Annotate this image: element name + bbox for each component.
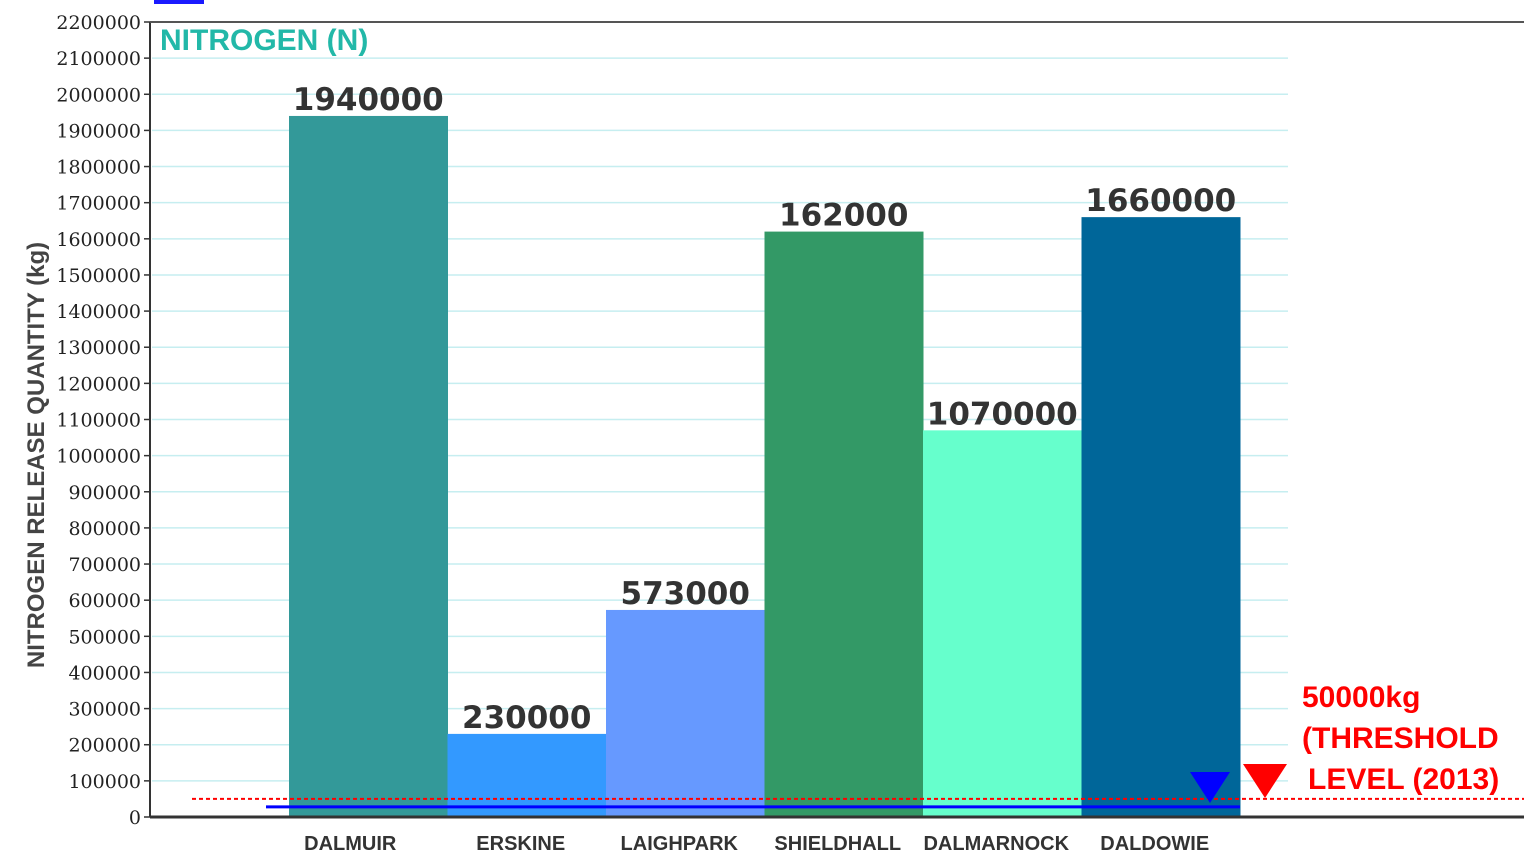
red-triangle-marker bbox=[1243, 764, 1287, 798]
y-tick-label: 2000000 bbox=[56, 84, 141, 106]
y-tick-label: 1400000 bbox=[56, 301, 141, 323]
bars bbox=[289, 115, 1241, 818]
bar-dalmuir bbox=[289, 115, 448, 818]
data-label-dalmarnock: 1070000 bbox=[927, 396, 1078, 432]
y-tick-label: 1300000 bbox=[56, 337, 141, 359]
data-label-shieldhall: 162000 bbox=[779, 198, 908, 234]
y-tick-label: 100000 bbox=[68, 771, 141, 793]
category-label-dalmarnock: DALMARNOCK bbox=[923, 833, 1069, 853]
threshold-label-line-1: 50000kg bbox=[1302, 681, 1420, 714]
y-tick-label: 600000 bbox=[68, 590, 141, 612]
y-tick-label: 1100000 bbox=[56, 410, 141, 432]
category-label-erskine: ERSKINE bbox=[476, 833, 565, 853]
y-tick-label: 1700000 bbox=[56, 193, 141, 215]
y-tick-labels: 0 100000 200000 300000 400000 500000 600000 700… bbox=[56, 12, 150, 829]
threshold-label-line-2: (THRESHOLD bbox=[1302, 722, 1499, 755]
chart-title: NITROGEN (N) bbox=[160, 24, 368, 57]
bar-laighpark bbox=[606, 609, 765, 817]
bar-erskine bbox=[447, 733, 607, 817]
y-tick-label: 500000 bbox=[68, 626, 141, 648]
data-label-dalmuir: 1940000 bbox=[293, 82, 444, 118]
y-tick-label: 1500000 bbox=[56, 265, 141, 287]
bar-daldowie bbox=[1081, 217, 1241, 818]
y-tick-label: 200000 bbox=[68, 735, 141, 757]
y-tick-label: 2200000 bbox=[56, 12, 141, 34]
y-axis-label: NITROGEN RELEASE QUANTITY (kg) bbox=[23, 242, 50, 668]
y-tick-label: 1800000 bbox=[56, 157, 141, 179]
data-label-erskine: 230000 bbox=[462, 700, 591, 736]
y-tick-label: 400000 bbox=[68, 662, 141, 684]
y-tick-label: 0 bbox=[129, 807, 141, 829]
bar-shieldhall bbox=[764, 231, 924, 817]
x-category-labels: DALMUIR ERSKINE LAIGHPARK SHIELDHALL DALMARN… bbox=[304, 833, 1209, 853]
y-tick-label: 300000 bbox=[68, 699, 141, 721]
data-label-daldowie: 1660000 bbox=[1085, 183, 1236, 219]
y-tick-label: 1200000 bbox=[56, 373, 141, 395]
y-tick-label: 1600000 bbox=[56, 229, 141, 251]
y-tick-label: 800000 bbox=[68, 518, 141, 540]
y-tick-label: 2100000 bbox=[56, 48, 141, 70]
data-label-laighpark: 573000 bbox=[621, 576, 750, 612]
category-label-shieldhall: SHIELDHALL bbox=[774, 833, 901, 853]
category-label-daldowie: DALDOWIE bbox=[1100, 833, 1209, 853]
blue-triangle-marker bbox=[1190, 772, 1230, 803]
y-tick-label: 1900000 bbox=[56, 120, 141, 142]
y-tick-label: 700000 bbox=[68, 554, 141, 576]
category-label-dalmuir: DALMUIR bbox=[304, 833, 397, 853]
top-blue-mark bbox=[154, 0, 204, 4]
threshold-label-line-3: LEVEL (2013) bbox=[1308, 763, 1499, 796]
category-label-laighpark: LAIGHPARK bbox=[621, 833, 739, 853]
y-tick-label: 1000000 bbox=[56, 446, 141, 468]
threshold-annotation: 50000kg (THRESHOLD LEVEL (2013) bbox=[192, 681, 1524, 809]
bar-dalmarnock bbox=[923, 430, 1082, 817]
y-tick-label: 900000 bbox=[68, 482, 141, 504]
data-labels: 1940000 230000 573000 162000 1070000 1660000 bbox=[293, 82, 1237, 736]
